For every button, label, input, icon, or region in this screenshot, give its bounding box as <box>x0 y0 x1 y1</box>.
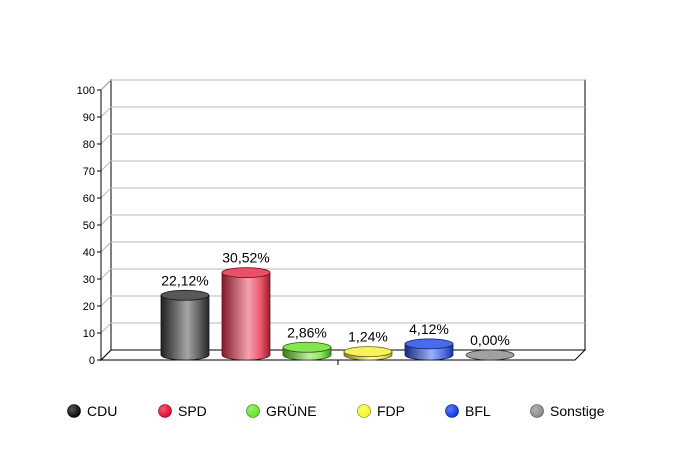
legend-marker <box>530 404 544 418</box>
legend-marker <box>445 404 459 418</box>
y-tick-label: 100 <box>77 85 95 97</box>
legend: CDU SPD GRÜNE FDP BFL Sonstige <box>67 402 605 419</box>
gridline-side <box>100 187 112 199</box>
value-label: 4,12% <box>409 321 449 337</box>
gridline-side <box>100 79 112 91</box>
y-tick-label: 60 <box>83 193 95 205</box>
y-tick-label: 70 <box>83 166 95 178</box>
bar-top <box>160 289 210 301</box>
y-tick-label: 50 <box>83 220 95 232</box>
gridline-side <box>100 106 112 118</box>
value-label: 30,52% <box>222 250 269 266</box>
y-axis: 0 10 20 30 40 50 60 70 80 90 100 <box>77 85 339 367</box>
y-tick-label: 90 <box>83 112 95 124</box>
value-label: 1,24% <box>348 329 388 345</box>
legend-label: GRÜNE <box>266 402 317 419</box>
legend-item-fdp: FDP <box>357 403 405 419</box>
y-tick-label: 10 <box>83 328 95 340</box>
legend-item-cdu: CDU <box>67 403 117 419</box>
legend-marker <box>158 404 172 418</box>
legend-label: SPD <box>178 403 207 419</box>
gridline-side <box>100 133 112 145</box>
gridline-side <box>100 268 112 280</box>
y-tick-label: 40 <box>83 247 95 259</box>
value-label: 0,00% <box>470 332 510 348</box>
value-label: 2,86% <box>287 324 327 340</box>
bar-top <box>343 346 393 358</box>
bar-fdp <box>343 346 393 361</box>
bar-top <box>404 338 454 350</box>
bar-cdu <box>160 289 210 361</box>
bar-spd <box>221 267 271 361</box>
gridline-side <box>100 322 112 334</box>
gridline-side <box>100 295 112 307</box>
bar-body <box>160 294 210 361</box>
gridline-side <box>100 214 112 226</box>
gridline-side <box>100 241 112 253</box>
value-labels: 22,12% 30,52% 2,86% 1,24% 4,12% 0,00% <box>161 250 510 348</box>
value-label: 22,12% <box>161 272 208 288</box>
bar-grüne <box>282 341 332 361</box>
legend-marker <box>246 404 260 418</box>
legend-item-bfl: BFL <box>445 403 491 419</box>
y-tick-label: 30 <box>83 274 95 286</box>
gridline-side <box>100 160 112 172</box>
y-tick-label: 0 <box>89 355 95 367</box>
legend-item-sonstige: Sonstige <box>530 403 605 419</box>
bar-bfl <box>404 338 454 361</box>
bar-body <box>221 272 271 361</box>
bar-sonstige <box>465 349 515 361</box>
legend-label: BFL <box>465 403 491 419</box>
bar-top <box>221 267 271 278</box>
y-tick-label: 20 <box>83 301 95 313</box>
y-tick-label: 80 <box>83 139 95 151</box>
legend-label: Sonstige <box>550 403 605 419</box>
legend-item-grüne: GRÜNE <box>246 402 317 419</box>
legend-marker <box>357 404 371 418</box>
bar-top <box>282 341 332 353</box>
legend-label: FDP <box>377 403 405 419</box>
legend-marker <box>67 404 81 418</box>
legend-label: CDU <box>87 403 117 419</box>
legend-item-spd: SPD <box>158 403 207 419</box>
bar-top <box>465 349 515 361</box>
bars <box>160 267 515 361</box>
